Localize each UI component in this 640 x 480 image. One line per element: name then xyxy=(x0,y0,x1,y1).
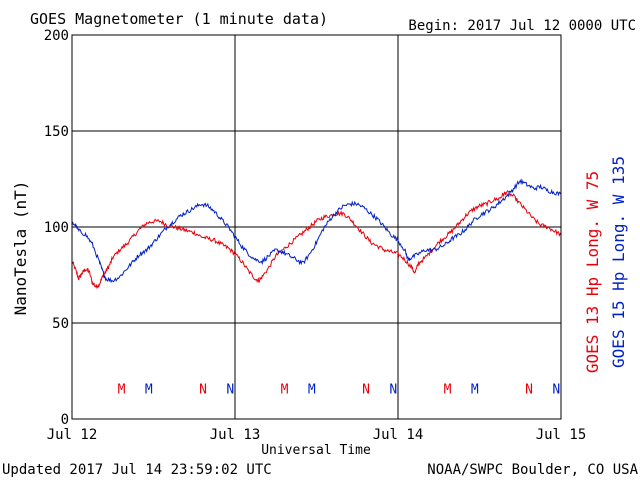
x-tick-label: Jul 15 xyxy=(536,427,587,443)
x-tick-label: Jul 12 xyxy=(47,427,98,443)
y-tick-label: 150 xyxy=(44,124,69,140)
chart-title: GOES Magnetometer (1 minute data) xyxy=(30,10,328,28)
y-tick-label: 200 xyxy=(44,28,69,44)
marker-m: M xyxy=(145,382,153,397)
marker-m: M xyxy=(118,382,126,397)
marker-m: M xyxy=(471,382,479,397)
y-tick-label: 50 xyxy=(52,316,69,332)
marker-m: M xyxy=(281,382,289,397)
x-axis-ticks: Jul 12 Jul 13 Jul 14 Jul 15 xyxy=(47,427,587,443)
marker-n: N xyxy=(389,382,397,397)
marker-n: N xyxy=(226,382,234,397)
marker-n: N xyxy=(552,382,560,397)
legend-goes13: GOES 13 Hp Long. W 75 xyxy=(583,171,602,373)
marker-n: N xyxy=(525,382,533,397)
credit-label: NOAA/SWPC Boulder, CO USA xyxy=(427,462,638,478)
x-tick-label: Jul 13 xyxy=(210,427,261,443)
series-line-goes13 xyxy=(71,189,562,290)
y-tick-label: 0 xyxy=(61,412,69,428)
begin-label: Begin: 2017 Jul 12 0000 UTC xyxy=(408,18,636,34)
marker-m: M xyxy=(444,382,452,397)
marker-n: N xyxy=(362,382,370,397)
series-line-goes15 xyxy=(71,178,562,284)
series-group xyxy=(71,178,562,290)
grid-lines xyxy=(72,35,561,419)
updated-label: Updated 2017 Jul 14 23:59:02 UTC xyxy=(2,462,272,478)
marker-n: N xyxy=(199,382,207,397)
y-tick-label: 100 xyxy=(44,220,69,236)
x-tick-label: Jul 14 xyxy=(373,427,424,443)
plot-frame xyxy=(71,34,562,420)
y-axis-label: NanoTesla (nT) xyxy=(11,181,30,316)
y-axis-ticks: 0 50 100 150 200 xyxy=(44,28,69,428)
x-axis-label: Universal Time xyxy=(261,443,371,458)
marker-m: M xyxy=(308,382,316,397)
legend-goes15: GOES 15 Hp Long. W 135 xyxy=(609,156,628,368)
